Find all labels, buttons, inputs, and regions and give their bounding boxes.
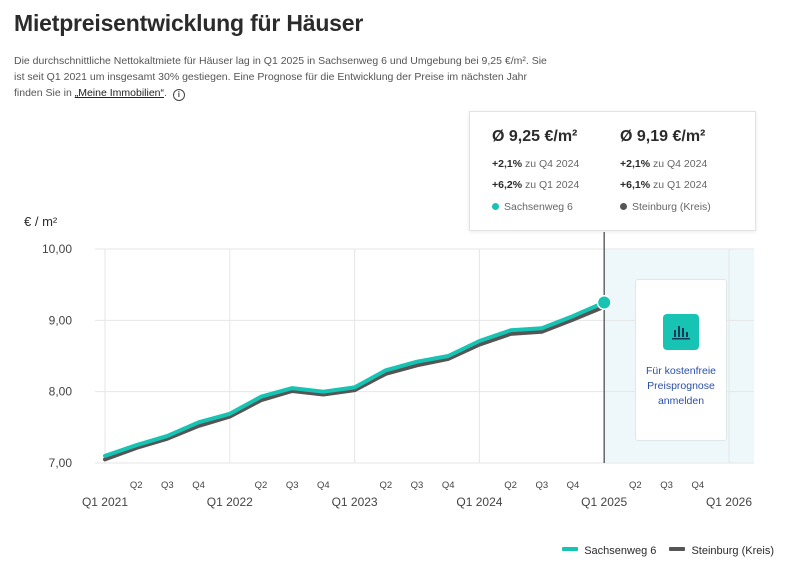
- promo-line-1: Für kostenfreie: [645, 365, 717, 377]
- legend-item-steinburg[interactable]: Steinburg (Kreis): [669, 545, 774, 557]
- x-tick-label: Q1 2023: [332, 495, 378, 509]
- x-tick-label: Q2: [629, 480, 642, 491]
- chart-icon: [663, 314, 699, 350]
- tooltip-price: Ø 9,19 €/m²: [620, 128, 706, 145]
- forecast-signup-card[interactable]: Für kostenfreie Preisprognose anmelden: [635, 279, 727, 441]
- x-tick-label: Q4: [442, 480, 455, 491]
- x-tick-label: Q2: [130, 480, 143, 491]
- tooltip-price: Ø 9,25 €/m²: [492, 128, 578, 145]
- x-tick-label: Q4: [691, 480, 704, 491]
- x-tick-label: Q1 2024: [456, 495, 502, 509]
- y-tick-label: 7,00: [49, 456, 73, 470]
- y-tick-label: 9,00: [49, 313, 73, 327]
- bar-chart-icon: [672, 326, 690, 340]
- x-tick-label: Q2: [255, 480, 268, 491]
- page-title: Mietpreisentwicklung für Häuser: [14, 10, 364, 36]
- tooltip-change-q4: +2,1% zu Q4 2024: [492, 158, 580, 170]
- info-icon[interactable]: i: [172, 89, 185, 101]
- x-tick-label: Q4: [192, 480, 205, 491]
- x-tick-label: Q1 2026: [706, 495, 752, 509]
- x-tick-label: Q3: [411, 480, 424, 491]
- gray-dot-icon: [620, 203, 627, 210]
- tooltip-legend: Steinburg (Kreis): [620, 201, 711, 213]
- x-tick-label: Q3: [660, 480, 673, 491]
- y-axis-label: € / m²: [24, 214, 58, 229]
- x-tick-label: Q4: [317, 480, 330, 491]
- description-text: Die durchschnittliche Nettokaltmiete für…: [14, 55, 547, 99]
- series-line-1: [103, 304, 607, 462]
- tooltip-legend: Sachsenweg 6: [492, 201, 573, 213]
- x-tick-label: Q3: [161, 480, 174, 491]
- value-tooltip: Ø 9,25 €/m² +2,1% zu Q4 2024 +6,2% zu Q1…: [469, 111, 756, 231]
- teal-swatch-icon: [562, 547, 579, 551]
- x-tick-label: Q1 2022: [207, 495, 253, 509]
- chart-legend: Sachsenweg 6 Steinburg (Kreis): [552, 545, 774, 557]
- x-tick-label: Q1 2025: [581, 495, 627, 509]
- tooltip-change-q1: +6,1% zu Q1 2024: [620, 179, 708, 191]
- forecast-signup-link[interactable]: Für kostenfreie Preisprognose anmelden: [636, 364, 726, 409]
- highlight-dot: [598, 296, 611, 309]
- x-tick-label: Q1 2021: [82, 495, 128, 509]
- x-tick-label: Q2: [379, 480, 392, 491]
- x-tick-label: Q2: [504, 480, 517, 491]
- description: Die durchschnittliche Nettokaltmiete für…: [14, 53, 554, 101]
- y-tick-label: 10,00: [42, 242, 72, 256]
- legend-item-sachsenweg[interactable]: Sachsenweg 6: [562, 545, 656, 557]
- my-properties-link[interactable]: „Meine Immobilien“: [74, 87, 164, 99]
- y-tick-label: 8,00: [49, 385, 73, 399]
- x-tick-label: Q4: [567, 480, 580, 491]
- promo-line-3: anmelden: [657, 395, 705, 407]
- gray-swatch-icon: [669, 547, 686, 551]
- series-line-0: [103, 300, 607, 458]
- tooltip-change-q1: +6,2% zu Q1 2024: [492, 179, 580, 191]
- tooltip-change-q4: +2,1% zu Q4 2024: [620, 158, 708, 170]
- promo-line-2: Preisprognose: [647, 380, 715, 392]
- x-tick-label: Q3: [535, 480, 548, 491]
- description-end: .: [164, 87, 167, 99]
- x-tick-label: Q3: [286, 480, 299, 491]
- teal-dot-icon: [492, 203, 499, 210]
